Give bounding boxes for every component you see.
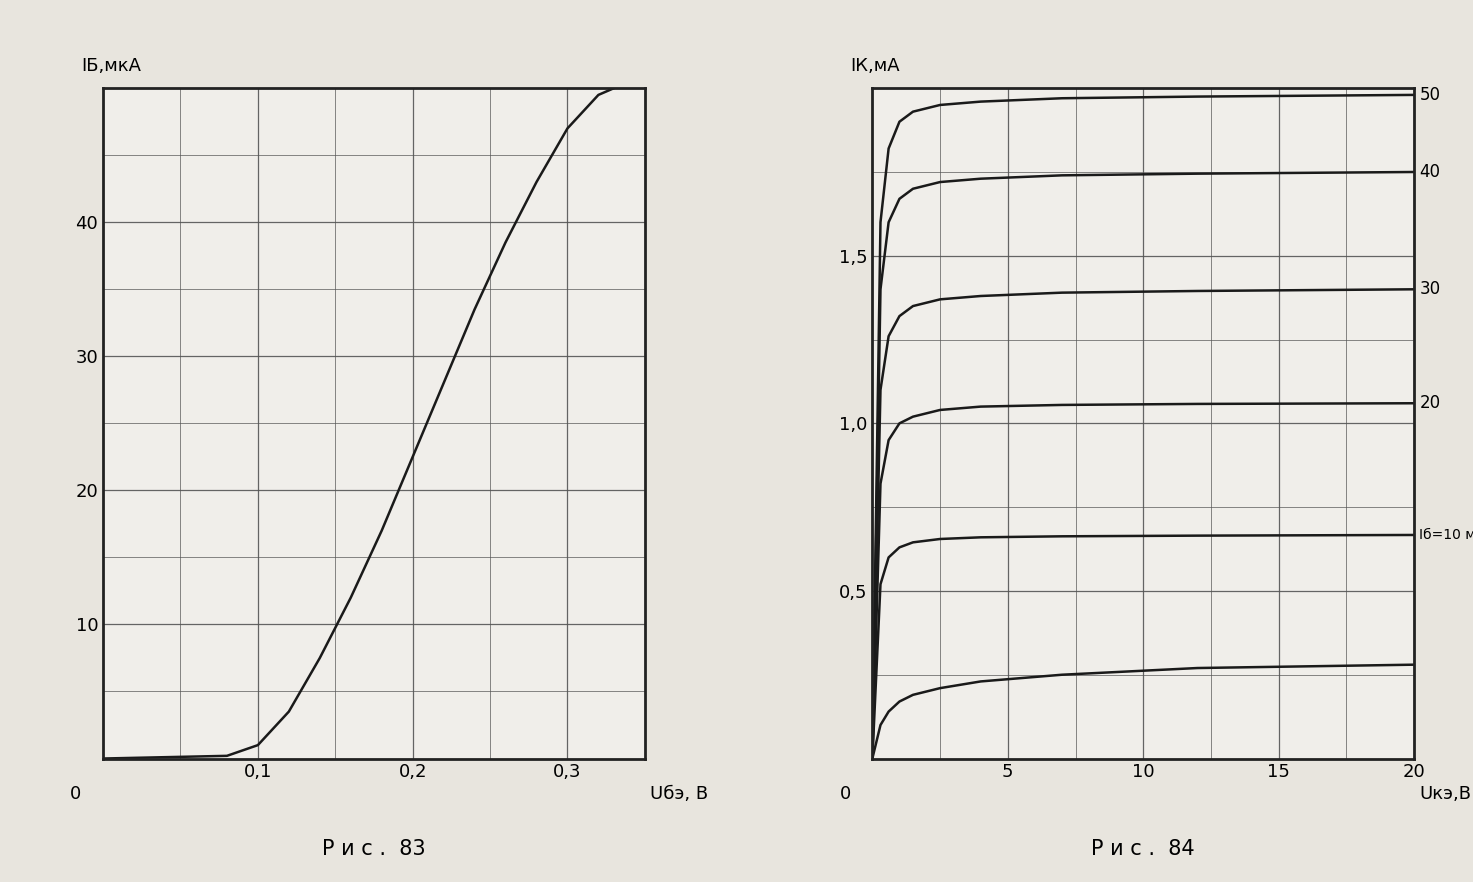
Text: IК,мА: IК,мА (851, 56, 900, 75)
Text: 40: 40 (1420, 163, 1441, 181)
Text: IБ,мкА: IБ,мкА (81, 56, 141, 75)
Text: Uбэ, В: Uбэ, В (650, 785, 709, 804)
Text: Iб=10 мкА: Iб=10 мкА (1420, 528, 1473, 542)
Text: 50: 50 (1420, 86, 1441, 104)
Text: Р и с .  84: Р и с . 84 (1091, 839, 1195, 859)
Text: 0: 0 (840, 785, 851, 804)
Text: Uкэ,В: Uкэ,В (1420, 785, 1472, 804)
Text: 30: 30 (1420, 280, 1441, 298)
Text: 0: 0 (71, 785, 81, 804)
Text: 20: 20 (1420, 394, 1441, 412)
Text: Р и с .  83: Р и с . 83 (323, 839, 426, 859)
